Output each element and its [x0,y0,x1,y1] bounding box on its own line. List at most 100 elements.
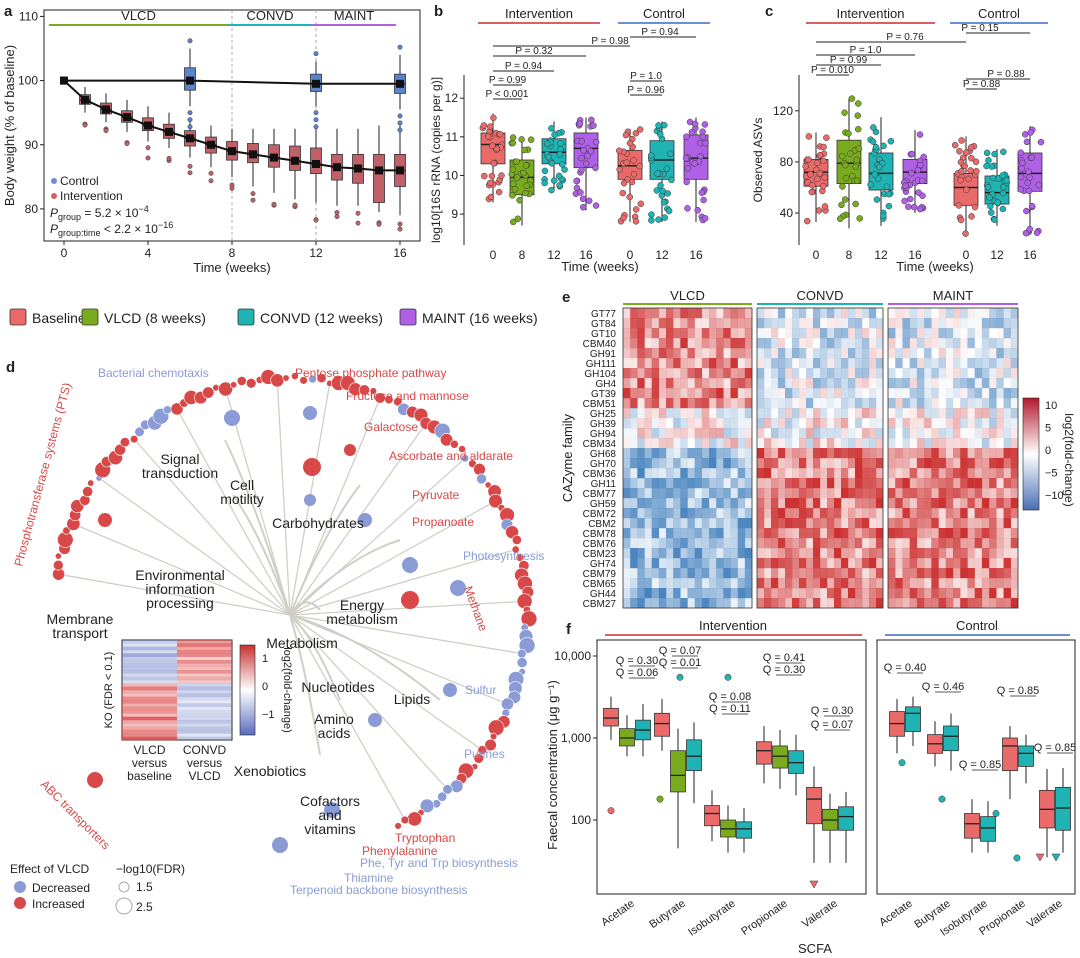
heatmap-cell [806,318,814,329]
heatmap-cell [1003,568,1011,579]
data-point [1026,225,1034,233]
heatmap-cell [996,548,1004,559]
heatmap-cell [1010,378,1019,389]
heatmap-cell [967,418,975,429]
heatmap-cell [820,568,828,579]
heatmap-cell [644,348,652,359]
heatmap-cell [764,308,772,319]
heatmap-cell [1003,598,1011,609]
heatmap-cell [1010,458,1019,469]
heatmap-cell [974,508,983,519]
outlier-point [166,155,172,161]
heatmap-cell [989,448,997,459]
heatmap-cell [953,378,961,389]
series-marker [165,127,173,136]
heatmap-cell [895,548,903,559]
data-point [804,217,811,225]
heatmap-cell [967,428,975,439]
heatmap-cell [723,468,731,479]
heatmap-cell [623,408,631,419]
x-tick-label: 0 [627,248,634,262]
heatmap-cell [869,568,877,579]
tree-branch [289,548,516,616]
data-point [1037,138,1045,146]
heatmap-cell [680,428,688,439]
phase-label-convd: CONVD [247,8,294,23]
heatmap-cell [996,508,1004,519]
heatmap-cell [827,528,835,539]
heatmap-cell [651,308,660,319]
heatmap-cell [771,578,779,589]
heatmap-cell [996,418,1004,429]
heatmap-cell [637,568,645,579]
heatmap-cell [820,448,828,459]
heatmap-cell [778,448,786,459]
heatmap-cell [902,398,910,409]
heatmap-cell [723,458,731,469]
heatmap-cell [623,378,631,389]
heatmap-cell [931,528,939,539]
heatmap-cell [862,348,870,359]
heatmap-cell [799,558,807,569]
heatmap-cell [924,498,932,509]
heatmap-cell [924,598,932,609]
heatmap-cell [827,548,835,559]
data-point [481,172,488,180]
heatmap-cell [989,578,997,589]
data-point [592,202,600,209]
data-point [1018,165,1025,172]
heatmap-cell [757,408,765,419]
inset-heatmap-cell [177,653,232,657]
data-point [582,160,590,167]
heatmap-cell [945,308,954,319]
heatmap-cell [799,568,807,579]
heatmap-cell [792,318,800,329]
below-limit-marker [1035,853,1045,862]
heatmap-cell [960,518,968,529]
heatmap-cell [1010,388,1019,399]
heatmap-cell [806,358,814,369]
heatmap-cell [630,378,638,389]
group-label-control: Control [956,618,998,633]
heatmap-cell [1003,348,1011,359]
heatmap-cell [895,578,903,589]
data-point [983,162,990,170]
heatmap-cell [945,508,954,519]
heatmap-cell [895,398,903,409]
heatmap-cell [813,578,821,589]
heatmap-cell [813,478,821,489]
heatmap-cell [902,598,910,609]
heatmap-cell [716,428,724,439]
heatmap-cell [938,508,946,519]
heatmap-cell [716,318,724,329]
heatmap-cell [827,338,835,349]
heatmap-colorbar-label: log2(fold-change) [1062,413,1076,506]
heatmap-cell [785,458,793,469]
heatmap-cell [651,378,660,389]
data-point [916,131,924,138]
heatmap-cell [658,588,667,599]
heatmap-cell [975,338,982,348]
heatmap-cell [687,508,695,519]
y-tick-label: 80 [25,202,39,216]
heatmap-cell [960,508,968,519]
data-point [584,152,591,160]
tree-branch [289,614,508,705]
heatmap-cell [687,548,695,559]
heatmap-cell [945,538,954,549]
heatmap-cell [716,548,724,559]
pathway-node-decreased [450,580,466,596]
legend-size-small [118,881,130,893]
heatmap-cell [644,508,652,519]
heatmap-cell [716,478,724,489]
heatmap-cell [813,448,821,459]
data-point [855,100,862,107]
heatmap-cell [673,418,681,429]
heatmap-cell [916,508,925,519]
heatmap-cell [862,528,870,539]
heatmap-cell [709,478,717,489]
heatmap-cell [709,388,717,399]
heatmap-cell [827,468,835,479]
heatmap-cell [855,368,863,379]
heatmap-cell [771,488,779,499]
